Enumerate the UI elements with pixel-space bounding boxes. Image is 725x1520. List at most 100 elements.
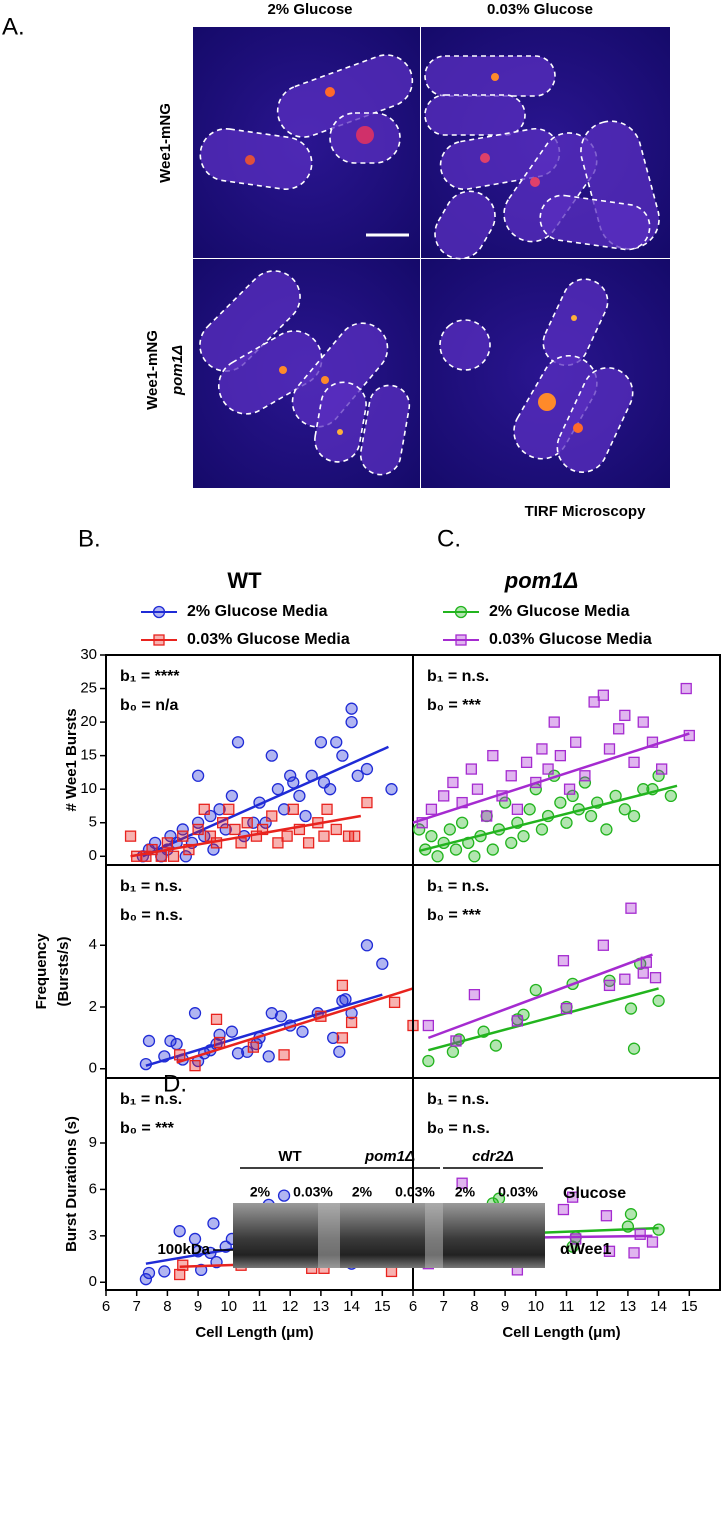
data-point: [542, 763, 554, 775]
data-point: [327, 1031, 340, 1045]
y-tick-label: 6: [89, 1180, 97, 1197]
data-point: [210, 1013, 223, 1025]
lane-label: 0.03%: [395, 1184, 435, 1200]
data-point: [529, 983, 542, 997]
data-point: [179, 850, 192, 863]
data-point: [323, 783, 337, 796]
data-point: [656, 763, 668, 775]
x-tick-label: 12: [282, 1298, 299, 1315]
data-point: [299, 809, 312, 823]
y-axis-label: Burst Durations (s): [63, 1116, 80, 1252]
data-point: [481, 810, 493, 822]
data-point: [271, 783, 285, 796]
data-point: [188, 1007, 202, 1020]
data-point: [584, 809, 598, 823]
data-point: [618, 803, 631, 816]
data-point: [652, 994, 665, 1007]
y-tick-label: 2: [89, 998, 97, 1015]
data-point: [191, 769, 205, 782]
y-tick-label: 4: [89, 936, 97, 953]
y-tick-label: 9: [89, 1134, 97, 1151]
data-point: [173, 1225, 186, 1238]
data-point: [360, 939, 374, 952]
data-point: [471, 783, 484, 795]
data-point: [628, 756, 640, 768]
data-point: [425, 830, 438, 843]
row-header: pom1Δ: [169, 345, 186, 396]
y-tick-label: 15: [80, 747, 97, 764]
data-point: [517, 830, 530, 843]
data-point: [498, 796, 512, 809]
data-point: [266, 810, 278, 822]
data-point: [140, 850, 152, 862]
x-axis-label: Cell Length (μm): [502, 1324, 620, 1341]
x-tick-label: 6: [102, 1298, 110, 1315]
legend-label: 2% Glucose Media: [489, 603, 630, 620]
western-blot-panel: D. WT pom1Δ cdr2Δ 2% 0.03% 2% 0.03% 2% 0.03% Gluc…: [157, 1070, 626, 1268]
data-point: [330, 823, 342, 836]
data-point: [554, 749, 567, 762]
data-point: [646, 736, 659, 748]
data-point: [345, 715, 358, 729]
data-point: [422, 1054, 435, 1068]
antibody-label: αWee1: [560, 1241, 611, 1258]
lane-label: 2%: [352, 1184, 373, 1200]
data-point: [455, 816, 469, 829]
data-point: [520, 756, 533, 768]
x-tick-label: 13: [313, 1298, 330, 1315]
regression-line: [418, 784, 678, 853]
annotation: b₁ = n.s.: [427, 668, 489, 685]
data-point: [511, 1015, 524, 1027]
data-point: [627, 1042, 641, 1055]
data-point: [241, 817, 253, 829]
data-point: [680, 682, 692, 695]
x-axis-label: Cell Length (μm): [195, 1324, 313, 1341]
data-point: [578, 776, 592, 789]
data-point: [619, 973, 631, 985]
data-point: [142, 1266, 156, 1280]
annotation: b₁ = n.s.: [427, 1091, 489, 1108]
data-point: [198, 803, 210, 815]
data-point: [293, 789, 306, 803]
chart: 0 2 4 Frequency (Bursts/s) b₁ = n.s. b₀ = n.s.: [33, 864, 419, 1079]
data-point: [345, 1016, 358, 1029]
column-header: 0.03% Glucose: [487, 1, 593, 18]
blot-image: [233, 1203, 545, 1268]
data-point: [664, 789, 678, 803]
x-tick-label: 13: [620, 1298, 637, 1315]
data-point: [336, 1032, 349, 1044]
x-tick-label: 7: [133, 1298, 141, 1315]
x-tick-label: 14: [650, 1298, 667, 1315]
data-point: [225, 1025, 239, 1038]
data-point: [333, 1045, 346, 1058]
data-point: [219, 823, 232, 836]
data-point: [153, 634, 165, 646]
data-point: [225, 789, 239, 803]
data-point: [262, 1050, 275, 1063]
data-point: [259, 816, 272, 829]
data-point: [563, 783, 576, 795]
annotation: b₀ = ***: [427, 907, 482, 924]
data-point: [416, 817, 428, 829]
regression-line: [142, 745, 389, 858]
data-point: [443, 823, 456, 836]
y-tick-label: 0: [89, 1273, 97, 1290]
chart-title: WT: [227, 568, 262, 593]
data-point: [637, 967, 649, 979]
data-point: [625, 902, 637, 914]
data-point: [349, 830, 361, 842]
data-point: [454, 605, 468, 619]
group-label: pom1Δ: [364, 1148, 415, 1165]
data-point: [603, 743, 616, 755]
y-tick-label: 3: [89, 1227, 97, 1244]
data-point: [646, 1236, 659, 1248]
group-label: cdr2Δ: [472, 1148, 514, 1165]
data-point: [339, 993, 352, 1006]
y-tick-label: 25: [80, 680, 97, 697]
row-header: Wee1-mNG: [157, 103, 174, 183]
y-axis-label: Frequency: [33, 933, 50, 1010]
lane-label: 2%: [455, 1184, 476, 1200]
data-point: [342, 830, 355, 842]
x-tick-label: 11: [252, 1298, 268, 1315]
